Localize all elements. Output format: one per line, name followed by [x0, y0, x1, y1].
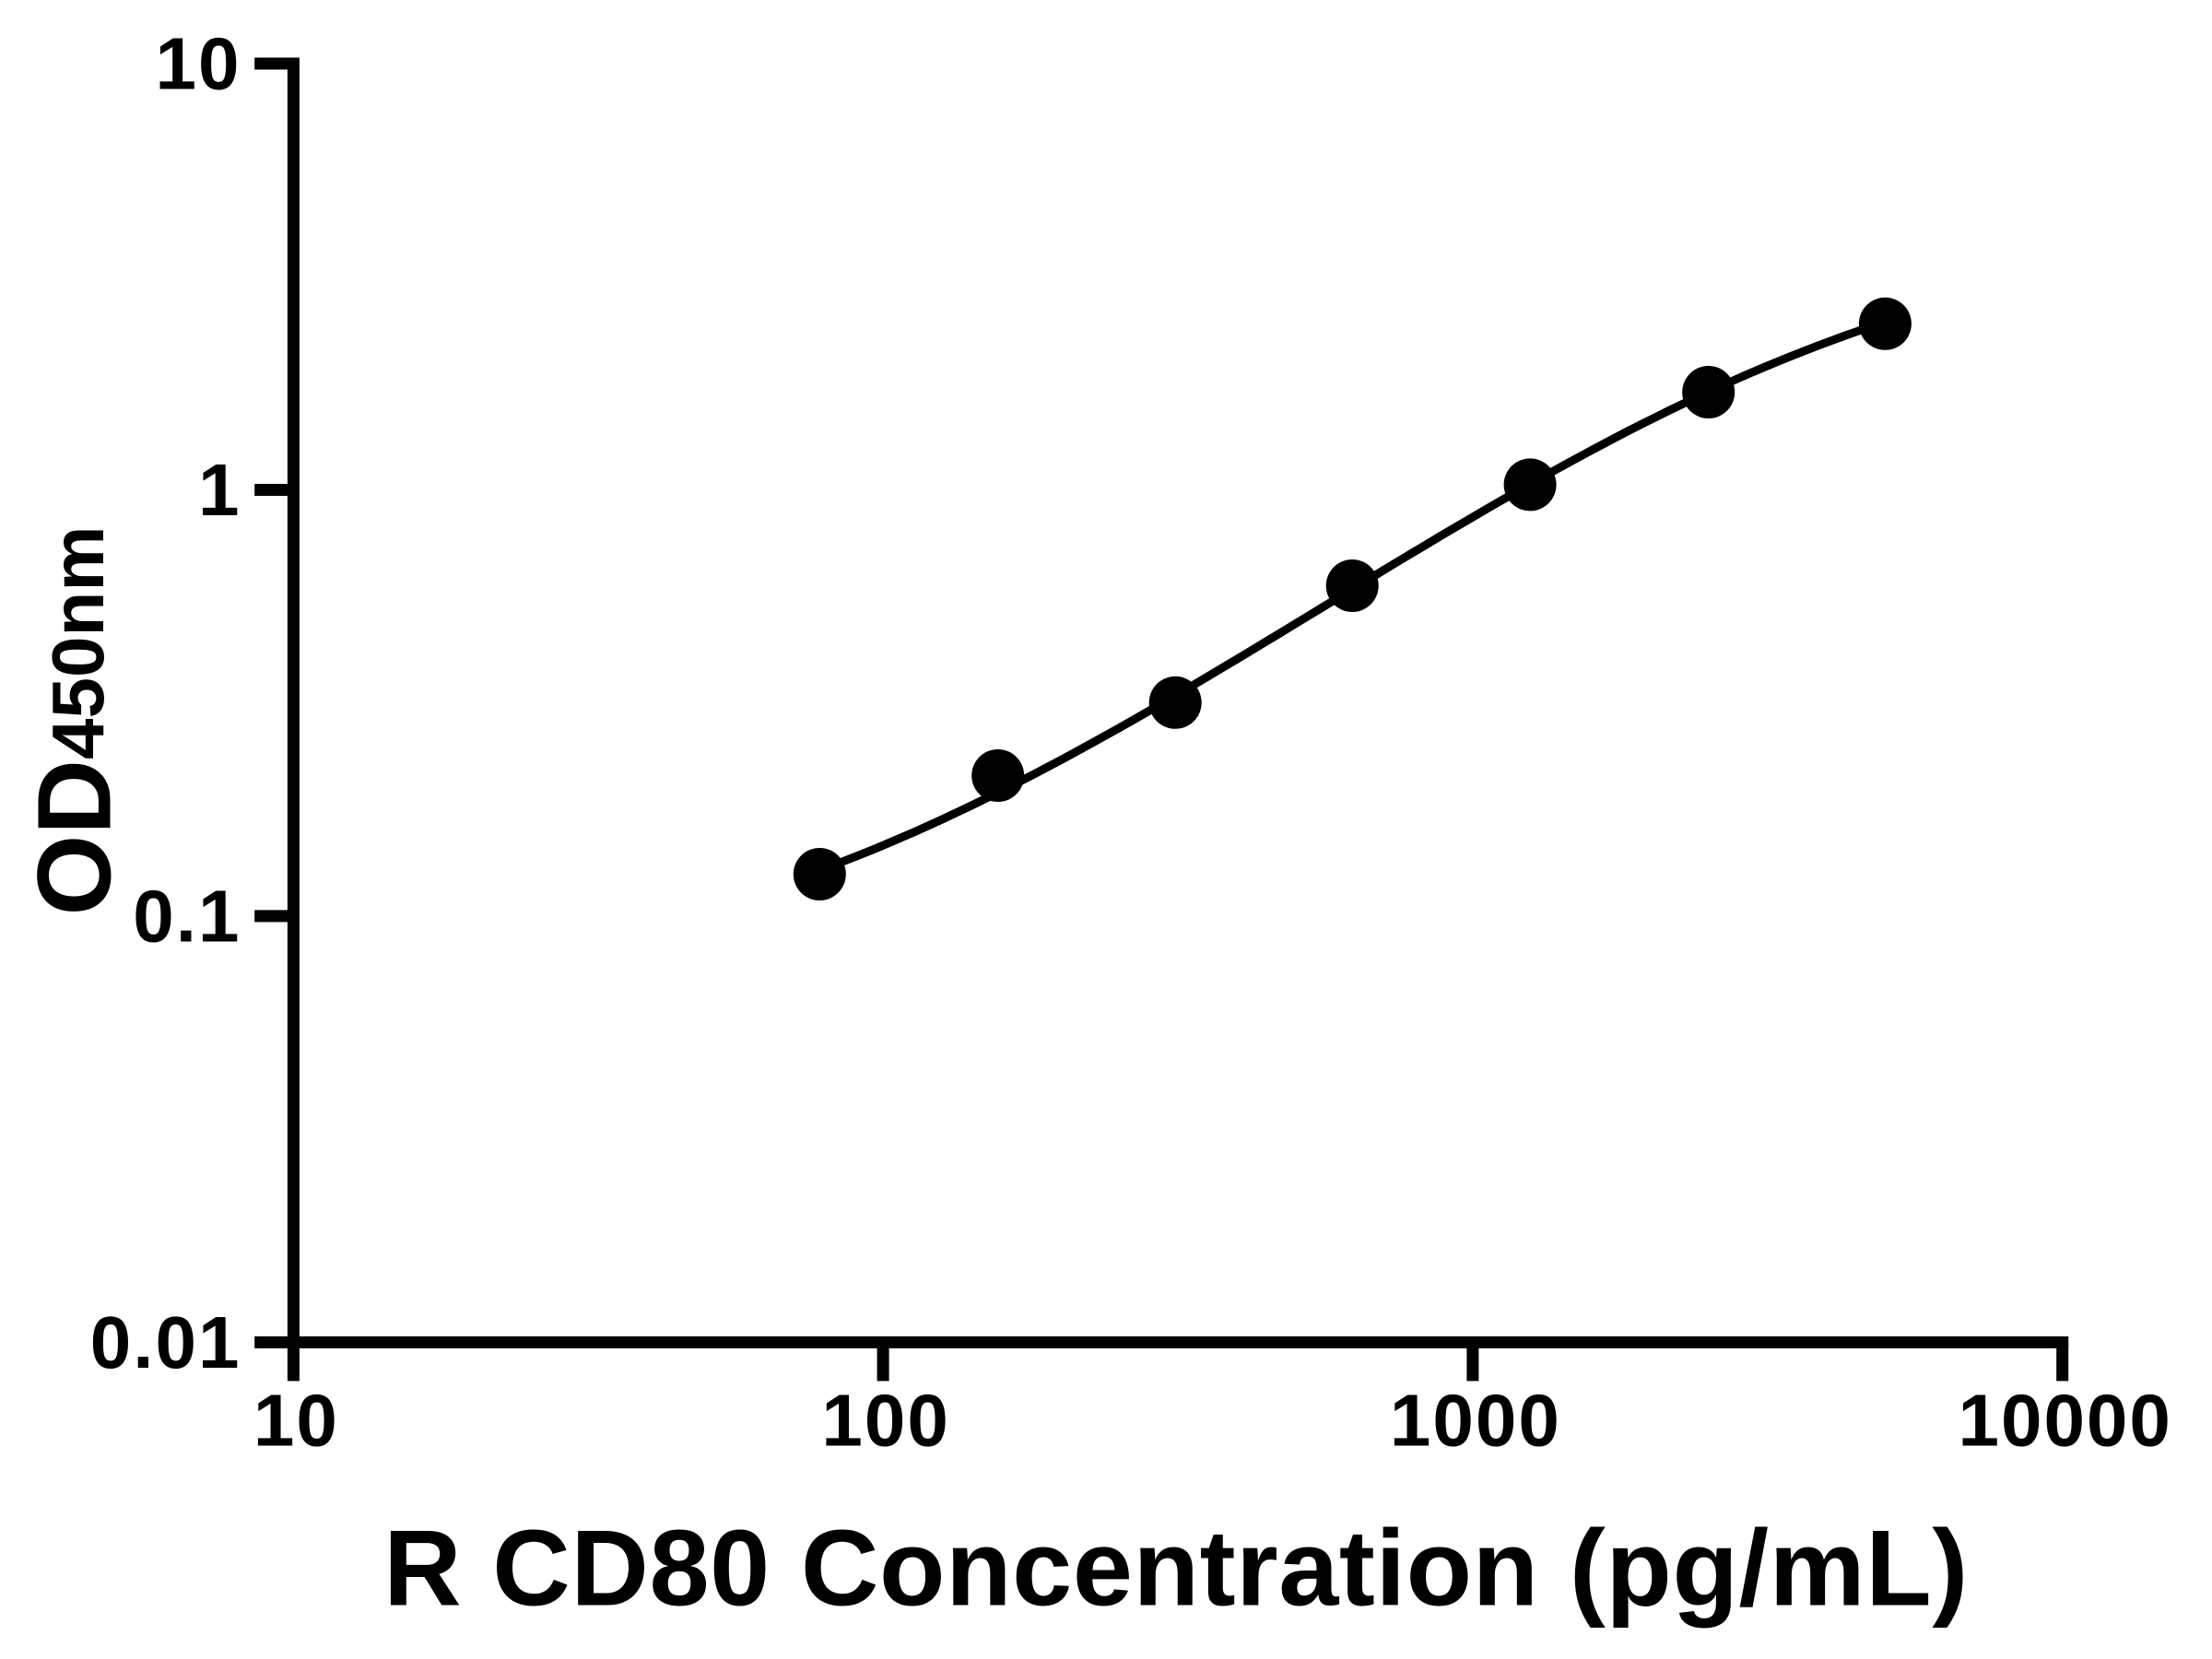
svg-text:R CD80 Concentration (pg/mL): R CD80 Concentration (pg/mL) — [383, 1507, 1969, 1628]
svg-text:0.1: 0.1 — [133, 875, 241, 957]
svg-text:OD450nm: OD450nm — [17, 526, 133, 916]
svg-text:0.01: 0.01 — [90, 1301, 241, 1383]
svg-text:10: 10 — [156, 23, 241, 105]
svg-text:1: 1 — [198, 449, 241, 531]
svg-text:10: 10 — [253, 1379, 339, 1461]
svg-text:1000: 1000 — [1390, 1379, 1561, 1461]
svg-text:10000: 10000 — [1958, 1379, 2171, 1461]
svg-text:100: 100 — [821, 1379, 949, 1461]
